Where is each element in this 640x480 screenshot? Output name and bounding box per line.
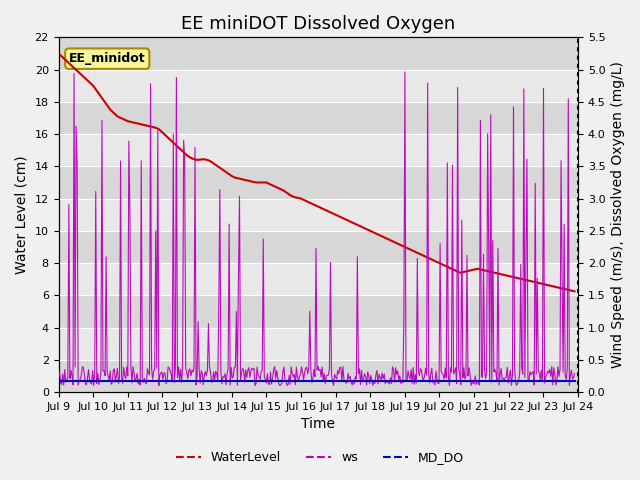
Bar — [58, 295, 578, 328]
Bar — [58, 37, 578, 70]
Y-axis label: Water Level (cm): Water Level (cm) — [15, 156, 29, 274]
Title: EE miniDOT Dissolved Oxygen: EE miniDOT Dissolved Oxygen — [181, 15, 456, 33]
Bar — [58, 167, 578, 199]
Bar — [58, 102, 578, 134]
Bar — [58, 360, 578, 392]
X-axis label: Time: Time — [301, 418, 335, 432]
Legend: WaterLevel, ws, MD_DO: WaterLevel, ws, MD_DO — [171, 446, 469, 469]
Text: EE_minidot: EE_minidot — [69, 52, 145, 65]
Y-axis label: Wind Speed (m/s), Dissolved Oxygen (mg/L): Wind Speed (m/s), Dissolved Oxygen (mg/L… — [611, 61, 625, 368]
Bar — [58, 231, 578, 263]
